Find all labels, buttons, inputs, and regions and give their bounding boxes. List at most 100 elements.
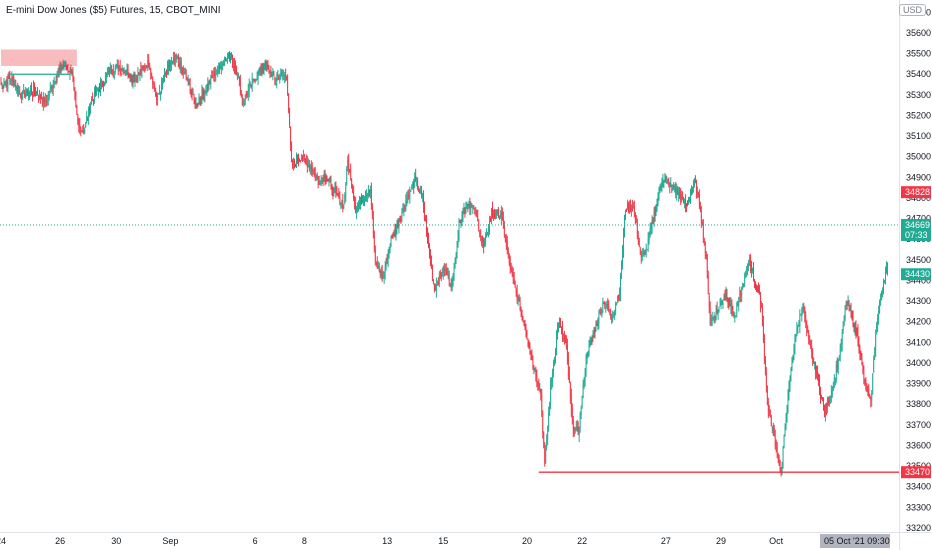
candle (609, 311, 611, 313)
candle (856, 332, 858, 334)
candle (250, 84, 252, 86)
candle (287, 77, 289, 96)
candle (661, 184, 663, 187)
candle (530, 352, 532, 356)
candle (314, 172, 316, 178)
candle (630, 205, 631, 211)
candle (320, 180, 322, 184)
candle (495, 214, 496, 217)
candle (550, 384, 552, 404)
candle (797, 324, 799, 328)
candle (761, 305, 762, 307)
candle (660, 187, 662, 189)
candle (140, 68, 142, 72)
candle (623, 234, 624, 253)
candle (95, 91, 96, 95)
candle (520, 311, 522, 313)
candle (458, 222, 460, 237)
candle (60, 67, 62, 70)
price-tick-label: 33200 (906, 523, 931, 533)
candle (330, 182, 332, 184)
time-tick-label: 15 (438, 536, 448, 546)
resistance-zone[interactable] (1, 49, 77, 66)
candle (236, 66, 237, 73)
candle (755, 282, 756, 288)
candle (366, 194, 367, 197)
candle (426, 218, 427, 234)
candle (393, 230, 395, 236)
candle (216, 71, 218, 73)
candle (774, 435, 776, 446)
candle (808, 332, 810, 340)
candle (318, 180, 320, 185)
time-tick-label: 30 (111, 536, 121, 546)
candle (595, 323, 597, 332)
candle (86, 117, 88, 124)
candle (120, 69, 122, 71)
candle (652, 219, 654, 223)
candle (618, 296, 619, 299)
candle (724, 296, 726, 298)
candle (868, 389, 870, 396)
candle (568, 371, 570, 383)
currency-button[interactable]: USD (898, 4, 926, 16)
candle (398, 221, 400, 227)
candle (454, 263, 456, 267)
candle (105, 75, 106, 83)
candle (527, 339, 529, 343)
candle (46, 100, 48, 103)
candle (567, 357, 569, 374)
crosshair-date-badge (820, 534, 890, 548)
candle (223, 60, 225, 65)
candle (638, 240, 640, 247)
candle (161, 82, 162, 92)
candle (374, 248, 376, 261)
candle (475, 211, 477, 214)
candle (129, 77, 131, 80)
candle (423, 194, 424, 207)
candle (354, 199, 356, 204)
candle (692, 187, 693, 194)
candle (328, 180, 330, 183)
candlestick-series (0, 51, 888, 477)
candle (499, 215, 501, 218)
candle (225, 57, 226, 59)
candle (79, 123, 81, 128)
candle (697, 193, 699, 196)
candle (608, 306, 610, 312)
candle (728, 300, 730, 304)
candle (23, 90, 25, 92)
candle (159, 91, 160, 93)
candle (171, 62, 172, 66)
candle (94, 91, 95, 100)
candle (168, 64, 169, 69)
candle (368, 190, 370, 193)
candle (106, 72, 108, 75)
candle (302, 157, 303, 160)
candle (580, 408, 582, 415)
candle (459, 221, 461, 223)
candle (147, 59, 149, 67)
candle (750, 257, 751, 267)
candle (763, 338, 765, 358)
candle (238, 76, 240, 81)
candle (887, 266, 888, 269)
candle (616, 302, 618, 305)
candle (93, 99, 94, 101)
candle (295, 163, 296, 166)
candle (700, 212, 702, 221)
candle (98, 90, 99, 93)
candle (21, 96, 23, 99)
price-label-text: 34430 (905, 269, 930, 279)
price-tick-label: 35200 (906, 110, 931, 120)
candle (237, 73, 238, 75)
candle (786, 407, 788, 420)
candle (247, 89, 249, 96)
candle (27, 90, 28, 96)
candle (37, 93, 38, 95)
candle (811, 346, 813, 352)
candle (407, 195, 409, 199)
candle (855, 324, 857, 334)
candle (452, 273, 454, 284)
